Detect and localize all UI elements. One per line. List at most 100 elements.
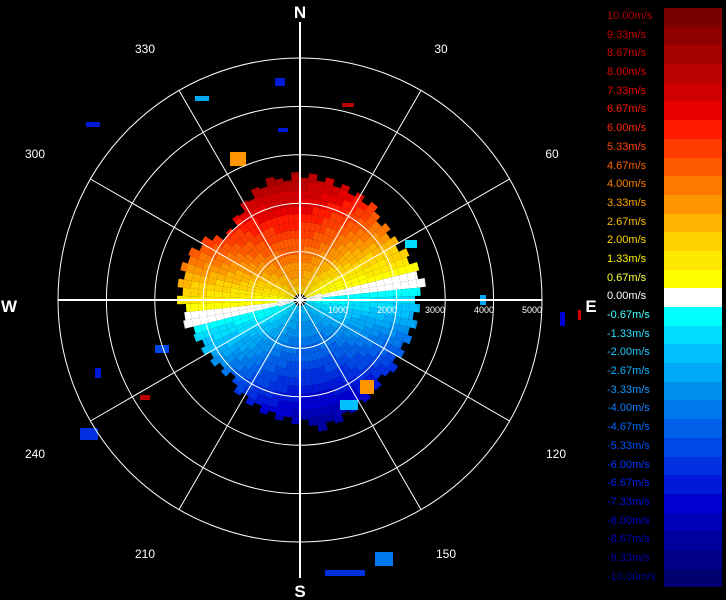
echo-cell <box>245 397 256 407</box>
echo-cell <box>317 312 325 319</box>
echo-cell <box>261 271 271 279</box>
echo-cell <box>315 278 323 286</box>
legend-item: -4.00m/s <box>606 400 722 420</box>
echo-cell <box>334 279 343 286</box>
echo-cell <box>286 300 295 303</box>
echo-cell <box>232 335 242 344</box>
echo-cell <box>324 413 335 423</box>
echo-cell <box>230 287 239 294</box>
echo-cell <box>383 277 393 286</box>
echo-cell <box>270 296 279 300</box>
echo-cell <box>353 293 362 299</box>
echo-cell <box>404 326 410 335</box>
echo-cell <box>235 269 245 277</box>
echo-cell <box>293 278 298 287</box>
echo-cell <box>267 278 276 285</box>
echo-cell <box>360 330 371 339</box>
echo-cell <box>402 256 410 266</box>
echo-cell <box>381 367 391 377</box>
radar-ppi-display[interactable]: N E S W 30 60 120 150 210 240 300 330 10… <box>0 0 600 600</box>
echo-cell <box>339 273 349 280</box>
echo-cell <box>318 349 326 359</box>
echo-cell <box>313 293 322 297</box>
echo-cell <box>374 337 385 347</box>
echo-cell <box>246 265 256 273</box>
echo-cell <box>270 300 279 304</box>
echo-cell <box>338 269 347 277</box>
echo-cell <box>225 270 236 279</box>
echo-cell <box>326 266 335 275</box>
echo-cell <box>222 291 231 298</box>
echo-cell <box>248 261 258 270</box>
echo-cell <box>289 289 296 296</box>
echo-cell <box>300 409 309 418</box>
legend-swatch <box>664 437 722 457</box>
azimuth-label-210: 210 <box>135 547 155 561</box>
echo-cell <box>274 283 282 289</box>
echo-cell <box>300 238 305 247</box>
echo-cell <box>315 342 322 351</box>
echo-cell <box>329 333 338 342</box>
echo-cell <box>274 178 284 185</box>
echo-cell <box>202 338 209 347</box>
echo-cell <box>345 230 356 241</box>
echo-cell <box>374 352 385 363</box>
echo-cell <box>271 356 279 366</box>
echo-cell <box>291 409 300 418</box>
echo-cell <box>385 290 394 297</box>
echo-cell <box>274 311 282 317</box>
echo-cell <box>350 234 360 244</box>
echo-cell <box>274 340 282 350</box>
echo-cell <box>274 208 283 218</box>
echo-cell <box>395 348 405 359</box>
echo-cell <box>253 255 263 264</box>
echo-cell <box>228 247 239 257</box>
echo-cell <box>319 308 328 314</box>
echo-cell <box>255 325 264 334</box>
echo-cell <box>255 375 265 386</box>
azimuth-spoke <box>90 299 301 422</box>
echo-cell <box>331 368 341 379</box>
echo-cell <box>310 285 318 292</box>
echo-cell <box>300 177 309 183</box>
echo-cell <box>361 287 370 294</box>
echo-cell <box>246 327 256 335</box>
echo-cell <box>287 263 292 272</box>
echo-cell <box>308 319 315 328</box>
echo-cell <box>282 308 290 315</box>
echo-cell <box>393 303 402 311</box>
echo-cell <box>289 290 296 297</box>
echo-cell <box>332 185 341 190</box>
echo-cell <box>386 361 398 373</box>
echo-cell <box>285 282 292 290</box>
echo-cell <box>291 304 297 312</box>
echo-cell <box>287 281 293 289</box>
echo-cell <box>332 330 341 339</box>
echo-cell <box>289 369 296 378</box>
echo-cell <box>285 230 292 240</box>
echo-cell <box>241 316 250 324</box>
echo-cell <box>245 240 255 250</box>
echo-cell <box>326 371 335 381</box>
echo-cell <box>275 323 283 331</box>
echo-cell <box>278 249 285 258</box>
echo-cell <box>322 329 330 338</box>
echo-cell <box>342 261 352 270</box>
echo-cell <box>210 326 221 336</box>
echo-cell <box>255 309 264 315</box>
echo-cell <box>327 335 335 344</box>
echo-cell <box>332 410 344 422</box>
echo-cell <box>233 273 243 281</box>
echo-cell <box>311 274 318 283</box>
echo-cell <box>312 384 320 394</box>
echo-cell <box>199 244 205 252</box>
echo-cell <box>278 303 287 307</box>
echo-cell <box>316 415 327 425</box>
echo-cell <box>271 272 280 280</box>
legend-item: 9.33m/s <box>606 26 722 46</box>
echo-cell <box>248 330 258 339</box>
echo-cell <box>282 317 289 326</box>
echo-cell <box>312 326 318 335</box>
echo-cell <box>334 252 344 262</box>
echo-cell <box>365 215 377 227</box>
